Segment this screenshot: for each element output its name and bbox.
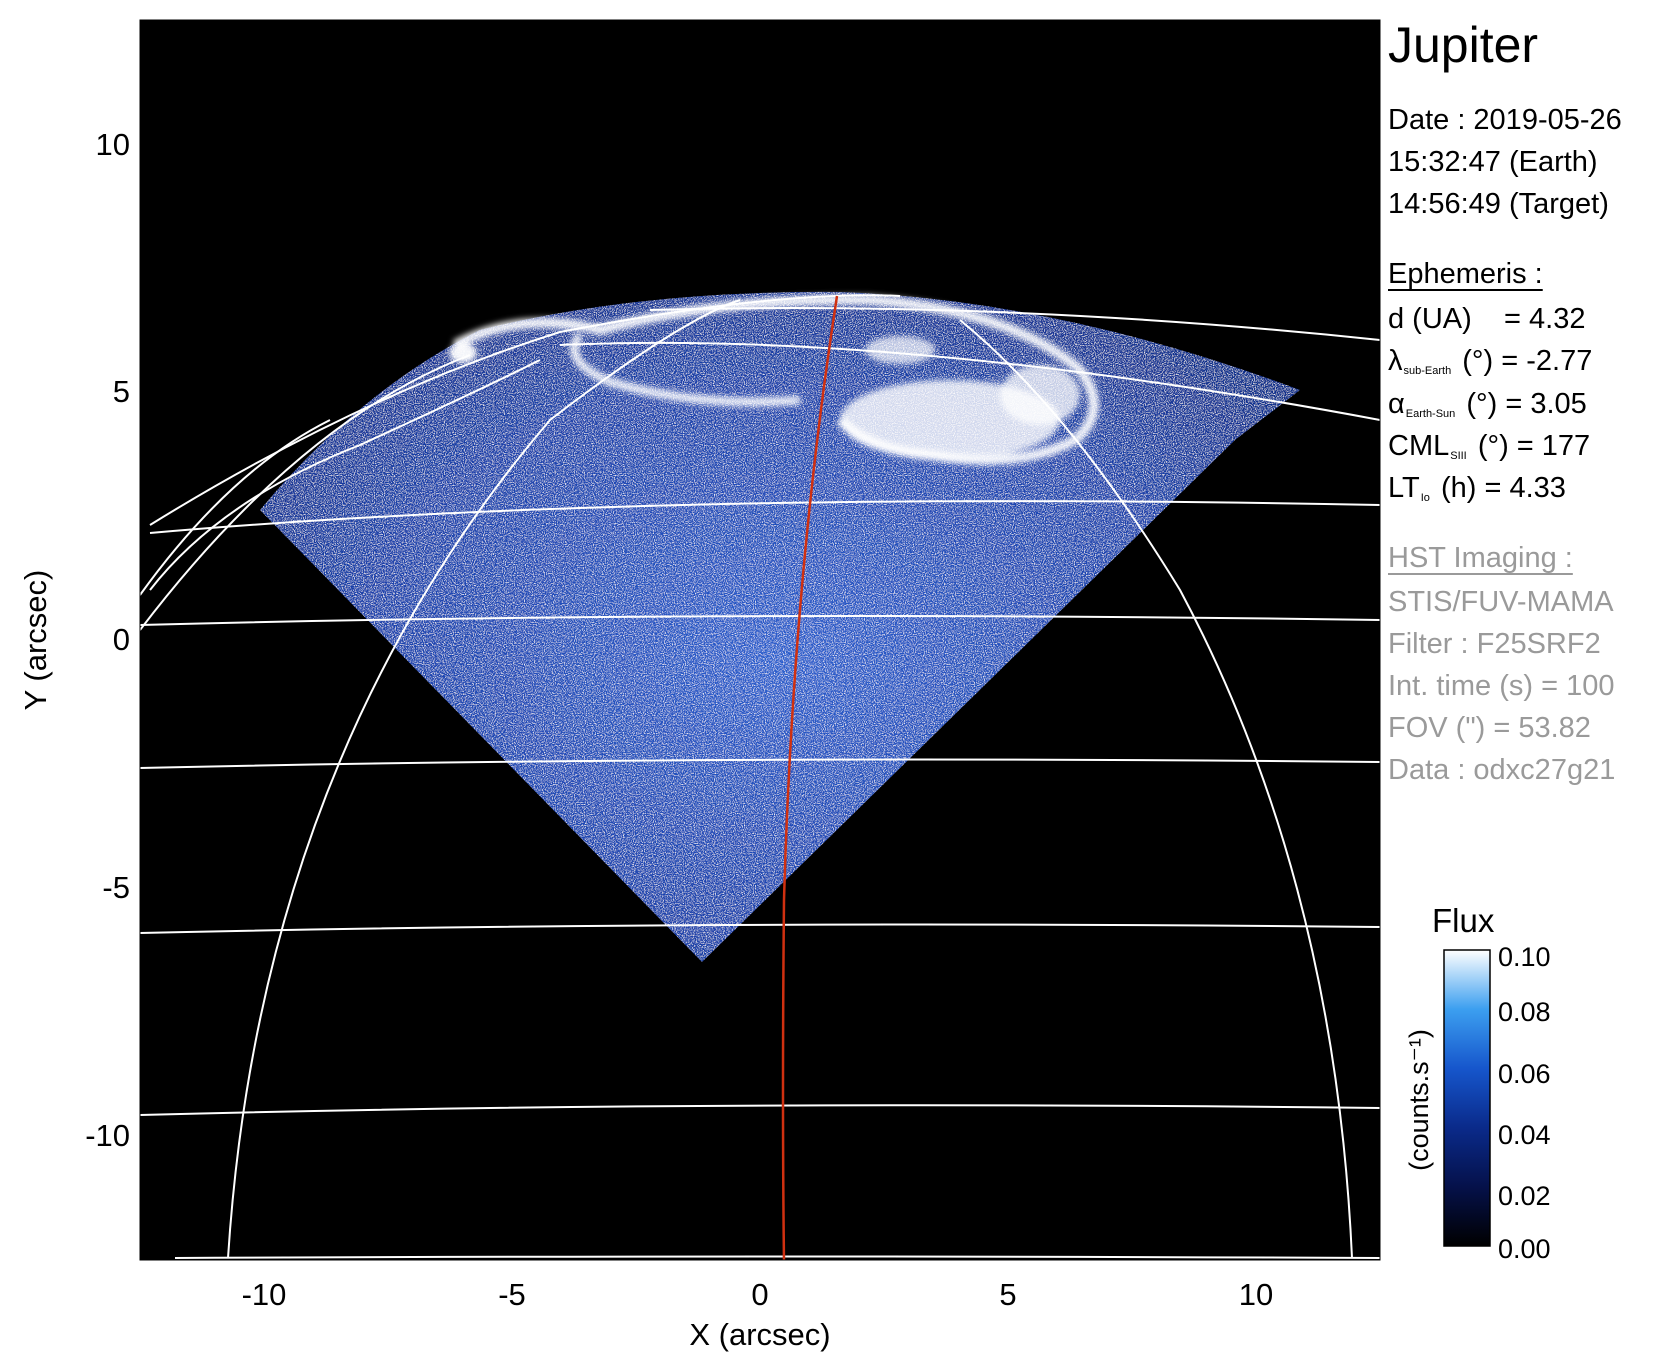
distance-value: = 4.32: [1504, 303, 1586, 335]
cml-value: = 177: [1516, 430, 1591, 462]
cml-sub: SIII: [1450, 450, 1467, 462]
filter: Filter : F25SRF2: [1388, 628, 1601, 660]
phase-unit: (°): [1466, 388, 1498, 420]
longitude-grid: [140, 299, 1353, 1259]
latitude-sub: sub-Earth: [1403, 365, 1452, 377]
y-tick-label: 5: [113, 374, 130, 409]
colorbar-tick: 0.04: [1498, 1120, 1551, 1150]
phase-value: = 3.05: [1505, 388, 1587, 420]
instrument: STIS/FUV-MAMA: [1388, 586, 1614, 618]
phase-symbol: α: [1388, 388, 1405, 420]
cml-row: CMLSIII (°) = 177: [1388, 430, 1590, 463]
latitude-unit: (°): [1462, 345, 1494, 377]
y-tick-label: 0: [113, 622, 130, 657]
plot-frame: [139, 19, 1381, 1261]
y-tick-label: 10: [96, 127, 130, 162]
field-of-view: FOV (") = 53.82: [1388, 712, 1591, 744]
y-tick-label: -5: [102, 870, 130, 905]
colorbar-tick: 0.06: [1498, 1059, 1551, 1089]
x-tick-label: 0: [751, 1277, 768, 1312]
distance-label: d (UA): [1388, 303, 1472, 335]
info-panel: Jupiter Date : 2019-05-26 15:32:47 (Eart…: [1388, 0, 1676, 1367]
latitude-symbol: λ: [1388, 345, 1403, 377]
phase-row: αEarth-Sun (°) = 3.05: [1388, 388, 1587, 421]
local-time-unit: (h): [1440, 472, 1477, 504]
hst-header: HST Imaging :: [1388, 542, 1573, 574]
local-time-row: LTIo (h) = 4.33: [1388, 472, 1566, 505]
central-meridian: [781, 295, 839, 1260]
date-line: Date : 2019-05-26: [1388, 104, 1622, 136]
colorbar-tick: 0.00: [1498, 1234, 1551, 1264]
latitude-row: λsub-Earth (°) = -2.77: [1388, 345, 1592, 378]
target-time: 14:56:49 (Target): [1388, 188, 1609, 220]
local-time-symbol: LT: [1388, 472, 1420, 504]
colorbar-unit-label: (counts.s⁻¹): [1404, 1029, 1434, 1171]
ephemeris-header: Ephemeris :: [1388, 258, 1543, 290]
x-axis-label: X (arcsec): [689, 1317, 830, 1352]
x-tick-label: -5: [498, 1277, 526, 1312]
phase-sub: Earth-Sun: [1405, 408, 1456, 420]
cml-symbol: CML: [1388, 430, 1450, 462]
colorbar-tick: 0.10: [1498, 942, 1551, 972]
y-axis-label: Y (arcsec): [18, 570, 53, 711]
colorbar-title: Flux: [1432, 902, 1495, 939]
y-tick-label: -10: [85, 1118, 130, 1153]
emission-wedge: [260, 291, 1300, 962]
image-area: [140, 291, 1380, 1260]
x-tick-label: -10: [242, 1277, 287, 1312]
x-tick-label: 10: [1239, 1277, 1273, 1312]
colorbar-tick: 0.08: [1498, 997, 1551, 1027]
distance-row: d (UA) = 4.32: [1388, 303, 1585, 336]
target-title: Jupiter: [1388, 17, 1539, 73]
earth-time: 15:32:47 (Earth): [1388, 146, 1598, 178]
integration-time: Int. time (s) = 100: [1388, 670, 1615, 702]
colorbar: Flux 0.10 0.08 0.06 0.04 0.02 0.00 (coun…: [1404, 902, 1551, 1264]
auroral-oval: [449, 294, 1099, 465]
data-id: Data : odxc27g21: [1388, 754, 1616, 786]
colorbar-tick: 0.02: [1498, 1181, 1551, 1211]
local-time-value: = 4.33: [1484, 472, 1566, 504]
x-tick-label: 5: [999, 1277, 1016, 1312]
latitude-value: = -2.77: [1501, 345, 1593, 377]
cml-unit: (°): [1477, 430, 1509, 462]
colorbar-scale: [1443, 949, 1491, 1247]
local-time-sub: Io: [1420, 492, 1430, 504]
